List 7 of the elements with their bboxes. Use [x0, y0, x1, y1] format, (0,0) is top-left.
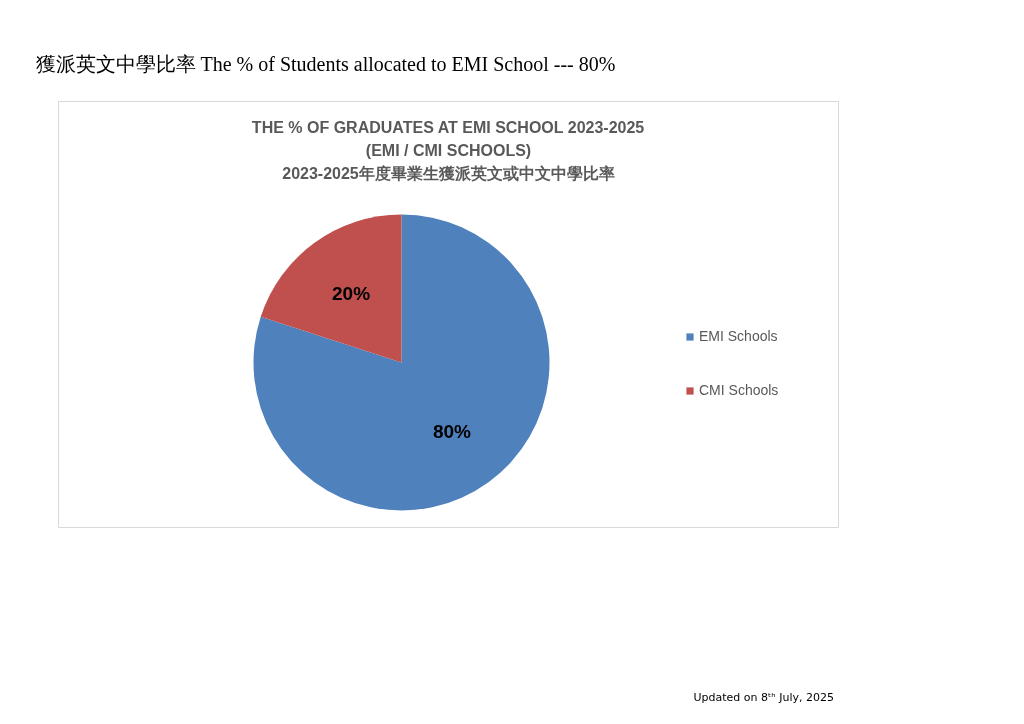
chart-title: THE % OF GRADUATES AT EMI SCHOOL 2023-2025 (EMI / CMI SCHOOLS) 2023-2025年度畢業生獲派英文或中文中學比率	[251, 119, 645, 182]
legend-label: CMI Schools	[699, 382, 779, 398]
text: Updated on 8ᵗʰ July, 2025	[693, 691, 834, 704]
data-label: 80%	[432, 421, 472, 443]
data-label: 20%	[332, 282, 371, 304]
text: 獲派英文中學比率 The % of Students allocated to EMI School --- 80%	[35, 52, 616, 75]
legend-label: EMI Schools	[699, 328, 778, 344]
